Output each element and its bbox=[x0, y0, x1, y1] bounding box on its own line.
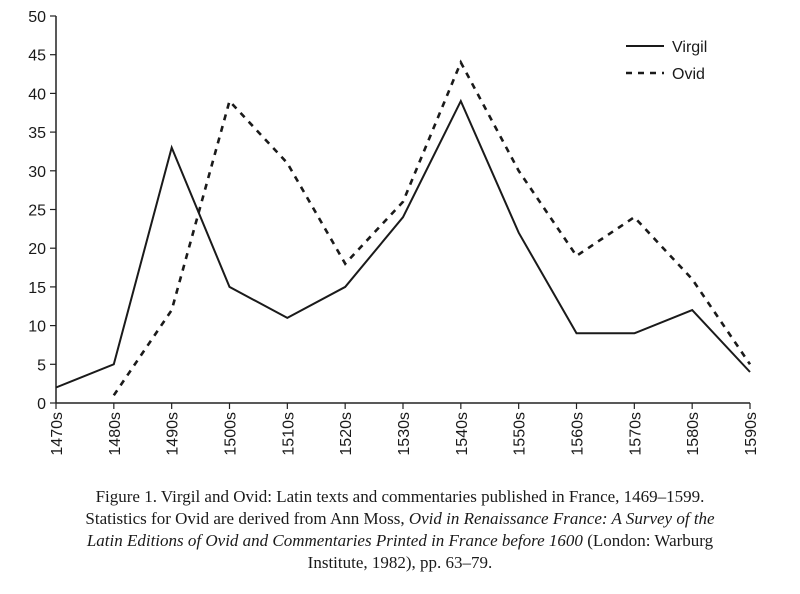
x-tick-label: 1590s bbox=[743, 412, 760, 456]
caption-line-1: Figure 1. Virgil and Ovid: Latin texts a… bbox=[95, 487, 705, 506]
x-tick-label: 1520s bbox=[338, 412, 355, 456]
x-tick-label: 1580s bbox=[685, 412, 702, 456]
y-tick-label: 40 bbox=[28, 86, 46, 103]
x-tick-label: 1470s bbox=[49, 412, 66, 456]
y-axis-ticks: 0 5 10 15 20 25 30 35 40 45 50 bbox=[28, 9, 56, 413]
y-tick-label: 5 bbox=[37, 357, 46, 374]
x-tick-label: 1560s bbox=[570, 412, 587, 456]
x-tick-label: 1480s bbox=[107, 412, 124, 456]
x-tick-label: 1500s bbox=[223, 412, 240, 456]
x-tick-label: 1570s bbox=[627, 412, 644, 456]
figure-caption: Figure 1. Virgil and Ovid: Latin texts a… bbox=[0, 486, 800, 574]
y-tick-label: 45 bbox=[28, 48, 46, 65]
y-tick-label: 50 bbox=[28, 9, 46, 26]
series-lines bbox=[55, 59, 752, 397]
axes bbox=[55, 16, 750, 404]
caption-line-3-text: (London: Warburg bbox=[582, 531, 714, 550]
x-axis-ticks: 1470s 1480s 1490s 1500s 1510s 1520s 1530s 1540s… bbox=[49, 403, 760, 456]
caption-line-4: Institute, 1982), pp. 63–79. bbox=[307, 553, 493, 572]
y-tick-label: 15 bbox=[28, 280, 46, 297]
y-tick-label: 0 bbox=[37, 396, 46, 413]
x-tick-label: 1530s bbox=[396, 412, 413, 456]
y-tick-label: 35 bbox=[28, 125, 46, 142]
x-tick-label: 1490s bbox=[165, 412, 182, 456]
line-chart: 0 5 10 15 20 25 30 35 40 45 50 1470s 1480s 1490s 1500… bbox=[28, 9, 760, 456]
caption-line-3: Latin Editions of Ovid and Commentaries … bbox=[0, 530, 800, 552]
caption-line-2-text: Statistics for Ovid are derived from Ann… bbox=[85, 509, 409, 528]
legend-label-virgil: Virgil bbox=[672, 39, 707, 56]
x-tick-label: 1510s bbox=[280, 412, 297, 456]
y-tick-label: 25 bbox=[28, 203, 46, 220]
caption-book-title-1: Ovid in Renaissance France: A Survey of … bbox=[408, 509, 715, 528]
y-tick-label: 10 bbox=[28, 319, 46, 336]
legend-label-ovid: Ovid bbox=[672, 66, 705, 83]
caption-line-2: Statistics for Ovid are derived from Ann… bbox=[0, 508, 800, 530]
x-tick-label: 1550s bbox=[512, 412, 529, 456]
x-tick-label: 1540s bbox=[454, 412, 471, 456]
y-tick-label: 30 bbox=[28, 164, 46, 181]
series-line-virgil bbox=[55, 98, 751, 389]
legend: Virgil Ovid bbox=[626, 39, 707, 83]
caption-book-title-2: Latin Editions of Ovid and Commentaries … bbox=[86, 531, 583, 550]
series-line-ovid bbox=[112, 59, 752, 397]
y-tick-label: 20 bbox=[28, 241, 46, 258]
